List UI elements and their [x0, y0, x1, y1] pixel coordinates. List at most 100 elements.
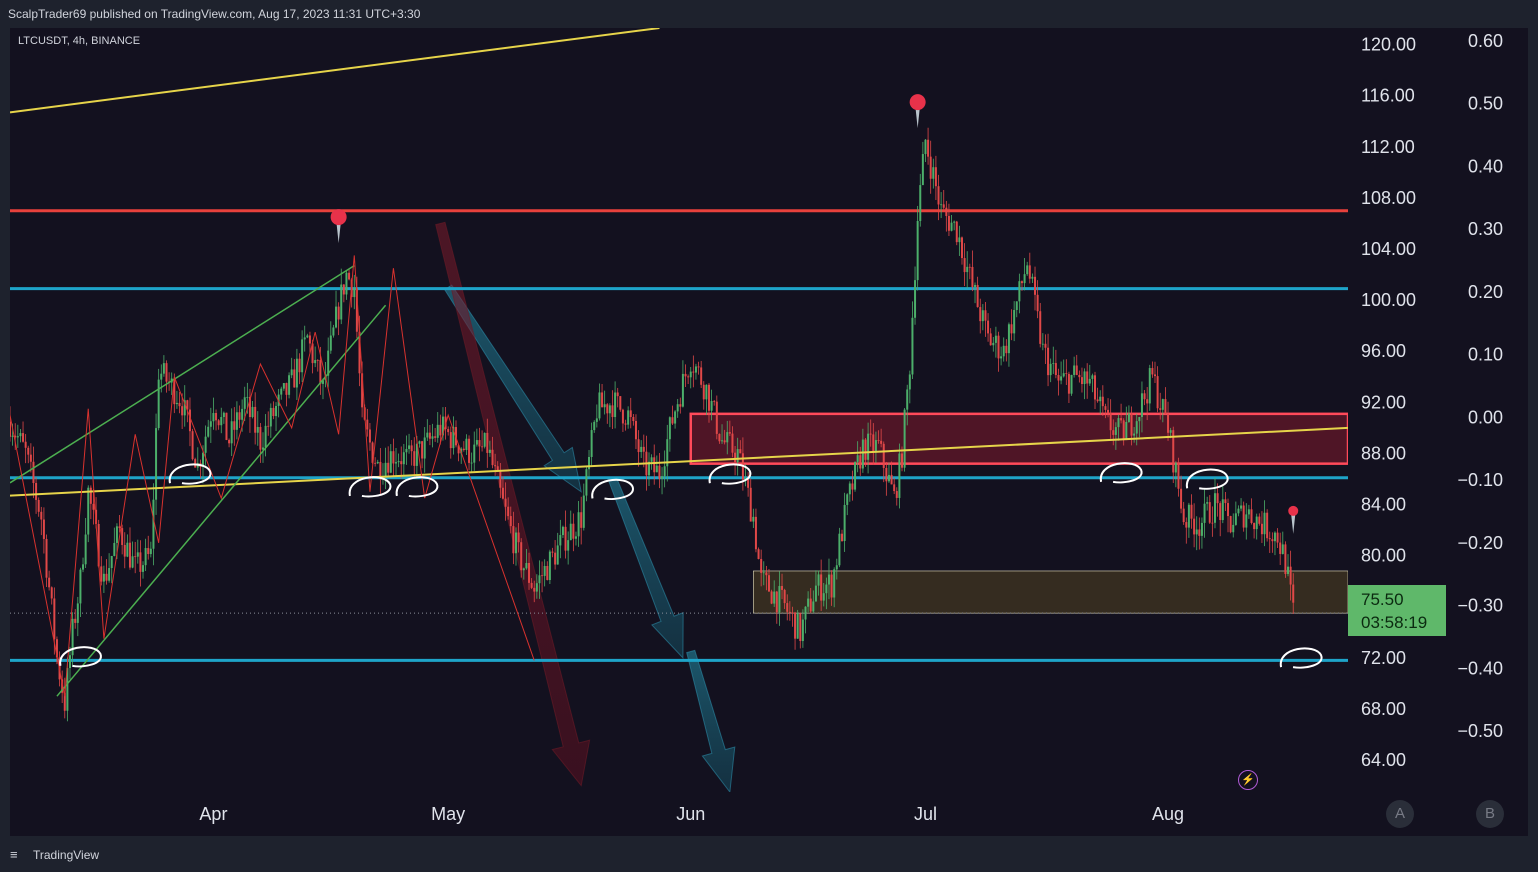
- candle-body: [92, 503, 95, 510]
- candle-body: [473, 444, 476, 463]
- candle-body: [457, 445, 460, 454]
- candle-body: [968, 266, 971, 268]
- candle-body: [621, 409, 624, 424]
- candle-body: [395, 462, 398, 464]
- candle-body: [817, 574, 820, 586]
- candle-body: [1271, 539, 1274, 542]
- candle-body: [142, 565, 145, 572]
- candle-body: [222, 412, 225, 418]
- candle-body: [1078, 374, 1081, 378]
- candle-body: [543, 565, 546, 576]
- candle-body: [674, 411, 677, 424]
- candle-body: [843, 504, 846, 542]
- candle-body: [113, 542, 116, 556]
- candle-body: [1263, 512, 1266, 535]
- price-axis-label: 64.00: [1361, 750, 1406, 770]
- candle-body: [1185, 522, 1188, 528]
- candle-body: [752, 516, 755, 522]
- candle-body: [32, 461, 35, 484]
- candle-body: [648, 461, 651, 476]
- candle-body: [48, 577, 51, 588]
- candle-body: [340, 284, 343, 320]
- candle-body: [1242, 505, 1245, 528]
- candle-body: [514, 532, 517, 554]
- candle-body: [475, 440, 478, 445]
- candle-body: [342, 284, 345, 295]
- candle-body: [947, 215, 950, 231]
- price-axis-label: 108.00: [1361, 188, 1416, 208]
- candle-body: [1221, 499, 1224, 521]
- candle-body: [441, 416, 444, 436]
- candle-body: [147, 548, 150, 555]
- candle-body: [1020, 281, 1023, 284]
- candle-body: [715, 401, 718, 434]
- candle-body: [1109, 412, 1112, 431]
- candle-body: [400, 461, 403, 465]
- candle-body: [728, 432, 731, 434]
- candle-body: [522, 568, 525, 571]
- support-marker-5: [1100, 462, 1143, 484]
- candle-body: [387, 462, 390, 473]
- candle-body: [215, 412, 218, 421]
- candle-body: [413, 451, 416, 466]
- candle-body: [212, 412, 215, 422]
- candle-body: [781, 586, 784, 590]
- lightning-icon[interactable]: ⚡: [1238, 770, 1258, 790]
- candle-body: [796, 613, 799, 639]
- candle-body: [405, 448, 408, 453]
- candle-body: [804, 606, 807, 620]
- candle-body: [254, 406, 257, 433]
- candle-body: [869, 433, 872, 435]
- price-chart[interactable]: 120.00 116.00 112.00 108.00 104.00 100.00 96.0…: [0, 0, 1538, 836]
- candle-body: [19, 433, 22, 437]
- candle-body: [1281, 544, 1284, 554]
- candle-body: [50, 587, 53, 599]
- candle-body: [368, 429, 371, 443]
- candle-body: [1200, 522, 1203, 536]
- candle-body: [627, 410, 630, 425]
- candle-body: [295, 358, 298, 388]
- axis-b-button[interactable]: B: [1476, 800, 1504, 828]
- candle-body: [825, 584, 828, 594]
- support-marker-4: [708, 463, 752, 485]
- candle-body: [987, 320, 990, 334]
- candle-body: [149, 548, 152, 555]
- support-marker-7: [59, 646, 102, 668]
- candle-body: [1224, 499, 1227, 504]
- candle-body: [1073, 365, 1076, 375]
- candle-body: [264, 425, 267, 448]
- candle-body: [1292, 584, 1295, 603]
- pin-marker-2: [1288, 505, 1299, 516]
- candle-body: [494, 465, 497, 467]
- candle-body: [901, 453, 903, 468]
- candle-body: [603, 404, 606, 408]
- candle-body: [1245, 514, 1248, 528]
- candle-body: [773, 591, 776, 604]
- candle-body: [423, 437, 426, 459]
- time-axis-label: May: [431, 804, 465, 824]
- candle-body: [1268, 538, 1271, 540]
- candle-body: [1213, 493, 1216, 523]
- time-axis-label: Jun: [676, 804, 705, 824]
- candle-body: [496, 466, 499, 472]
- publish-header: ScalpTrader69 published on TradingView.c…: [0, 0, 1538, 28]
- candle-body: [53, 598, 56, 640]
- candle-body: [658, 465, 661, 479]
- symbol-info[interactable]: LTCUSDT, 4h, BINANCE: [18, 35, 141, 47]
- candle-body: [1086, 371, 1089, 384]
- candle-body: [710, 400, 713, 411]
- candle-body: [1203, 503, 1206, 523]
- candle-body: [217, 420, 220, 426]
- candle-body: [327, 350, 330, 376]
- candle-body: [614, 392, 617, 418]
- candle-body: [775, 591, 778, 613]
- candle-body: [734, 452, 737, 463]
- candle-body: [1146, 399, 1149, 404]
- candle-body: [911, 317, 914, 375]
- candle-body: [285, 383, 288, 395]
- candle-body: [851, 483, 854, 490]
- candle-body: [807, 598, 810, 607]
- candle-body: [1122, 420, 1125, 440]
- axis-auto-button[interactable]: A: [1386, 800, 1414, 828]
- candle-body: [512, 526, 515, 554]
